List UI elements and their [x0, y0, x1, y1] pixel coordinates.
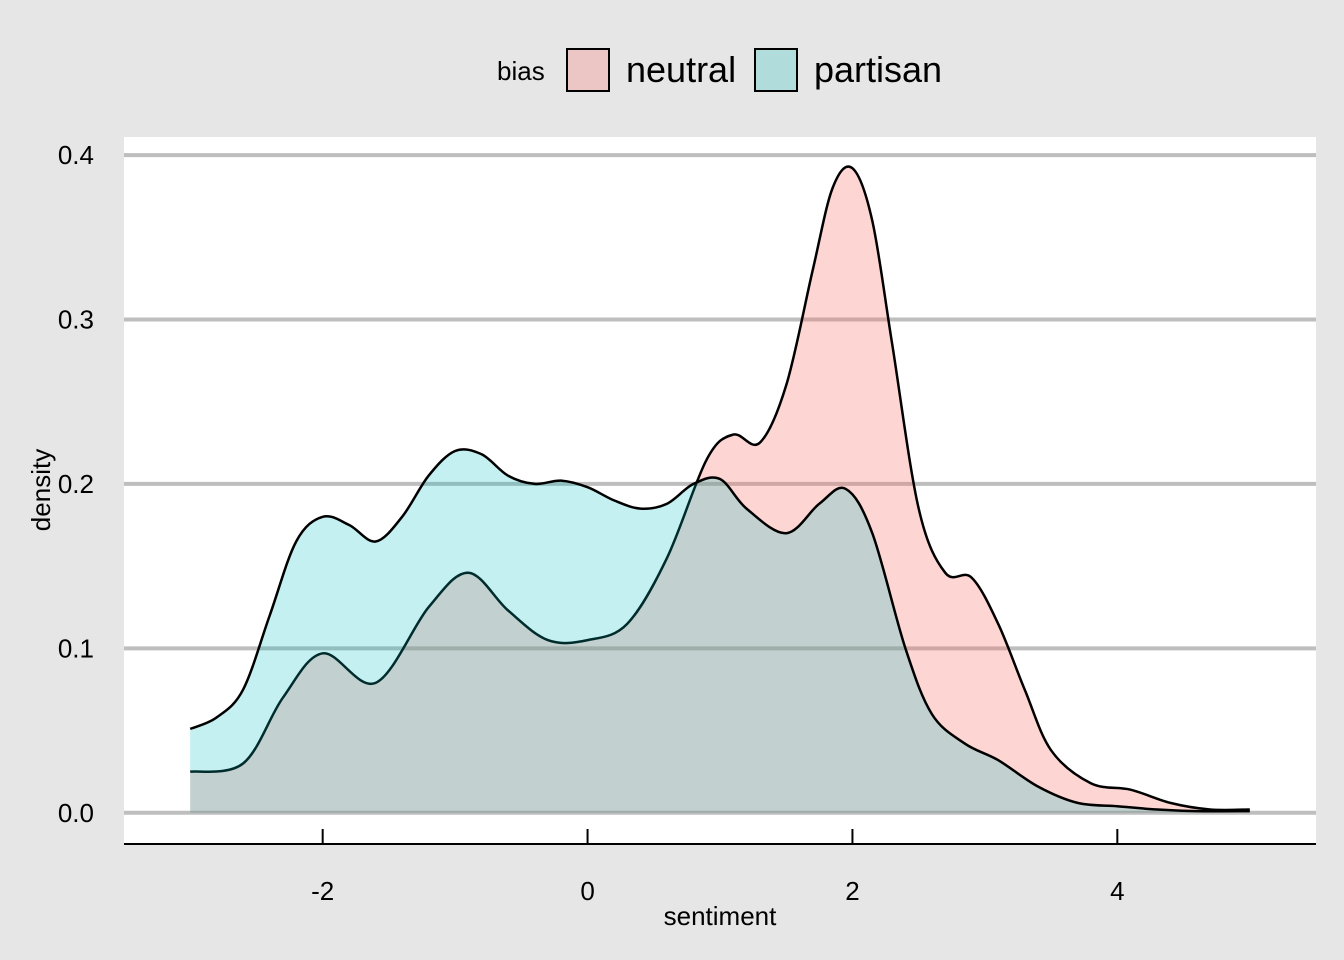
y-tick-label: 0.2: [58, 469, 94, 499]
x-tick-label: 2: [845, 876, 859, 906]
y-axis-ticks: 0.0 0.1 0.2 0.3 0.4: [58, 140, 94, 828]
x-tick-label: 0: [580, 876, 594, 906]
legend-label-neutral: neutral: [626, 49, 736, 90]
plot-panel: [124, 137, 1316, 844]
density-areas: [189, 165, 1250, 813]
x-axis-ticks: -2 0 2 4: [311, 829, 1125, 906]
density-area-partisan: [190, 449, 1250, 813]
x-tick-label: -2: [311, 876, 334, 906]
legend-label-partisan: partisan: [814, 49, 942, 90]
legend-key-partisan: [754, 48, 798, 92]
y-tick-label: 0.4: [58, 140, 94, 170]
y-axis-title: density: [26, 449, 56, 531]
legend-key-neutral: [566, 48, 610, 92]
x-tick-label: 4: [1110, 876, 1124, 906]
gridlines: [124, 153, 1316, 815]
density-line-partisan: [189, 448, 1250, 813]
density-area-neutral: [190, 166, 1250, 813]
y-tick-label: 0.3: [58, 305, 94, 335]
density-line-neutral: [190, 165, 1250, 812]
y-tick-label: 0.0: [58, 798, 94, 828]
x-axis-title: sentiment: [664, 901, 777, 931]
y-tick-label: 0.1: [58, 633, 94, 663]
legend: bias neutral partisan: [497, 48, 942, 92]
legend-title: bias: [497, 56, 545, 86]
